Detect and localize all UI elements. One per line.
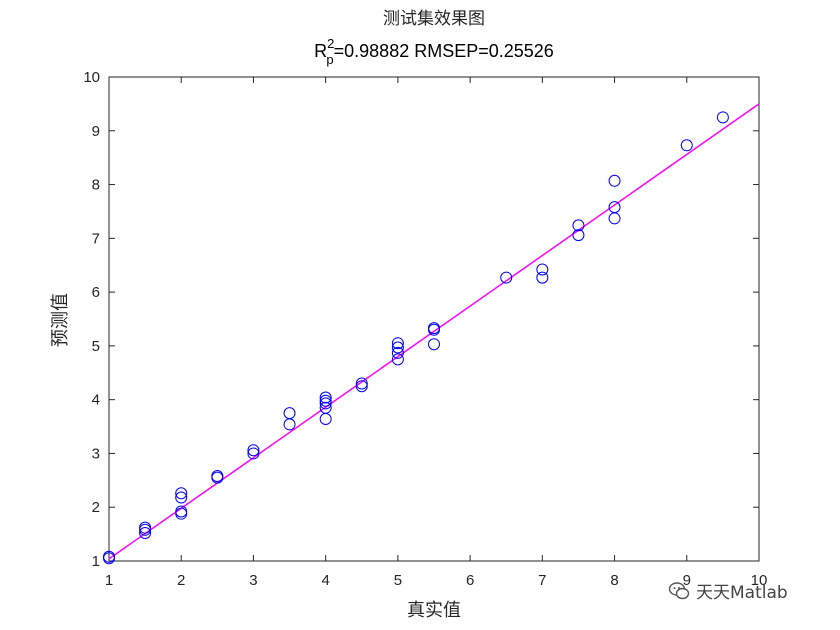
subtitle-r: R	[314, 41, 327, 61]
watermark-text: 天天Matlab	[696, 583, 788, 603]
axis-ticks: 1 2 3 4 5 6 7 8 9 10 1 2 3 4 5 6 7 8 9 10	[83, 69, 767, 589]
x-tick-label: 3	[249, 572, 257, 589]
data-point	[319, 401, 332, 414]
x-tick-label: 8	[610, 572, 618, 589]
y-tick-label: 2	[92, 499, 100, 516]
x-tick-label: 4	[321, 572, 329, 589]
wechat-icon	[668, 581, 690, 599]
data-point	[391, 337, 404, 350]
x-tick-label: 9	[683, 572, 691, 589]
chart-title: 测试集效果图	[383, 9, 485, 29]
y-tick-label: 10	[83, 69, 100, 86]
plot-area: 1 2 3 4 5 6 7 8 9 10 1 2 3 4 5 6 7 8 9 10	[83, 69, 767, 589]
data-point	[391, 353, 404, 366]
data-point	[500, 271, 513, 284]
x-tick-label: 2	[177, 572, 185, 589]
x-tick-label: 6	[466, 572, 474, 589]
data-point	[175, 505, 188, 518]
data-point	[716, 111, 729, 124]
data-point	[391, 346, 404, 359]
data-point	[572, 219, 585, 232]
data-point	[355, 380, 368, 393]
y-tick-label: 5	[92, 338, 100, 355]
data-point	[572, 229, 585, 242]
data-point	[536, 263, 549, 276]
data-point	[247, 447, 260, 460]
y-tick-label: 9	[92, 123, 100, 140]
data-point	[608, 174, 621, 187]
data-points	[103, 111, 729, 565]
data-point	[175, 487, 188, 500]
data-point	[428, 338, 440, 351]
x-tick-label: 1	[105, 572, 113, 589]
subtitle-subscript: p	[326, 52, 333, 67]
watermark: 天天Matlab	[668, 578, 788, 603]
y-tick-label: 3	[92, 445, 100, 462]
chart-subtitle: R2 p=0.98882 RMSEP=0.25526	[314, 36, 554, 67]
x-tick-label: 7	[538, 572, 546, 589]
data-point	[680, 139, 693, 152]
data-point	[283, 407, 296, 420]
x-tick-label: 10	[751, 572, 768, 589]
subtitle-metrics: =0.98882 RMSEP=0.25526	[334, 41, 554, 61]
x-tick-label: 5	[394, 572, 402, 589]
data-point	[103, 550, 115, 563]
y-axis-label: 预测值	[50, 293, 71, 347]
data-point	[428, 322, 440, 335]
y-tick-label: 4	[92, 392, 100, 409]
data-point	[139, 527, 152, 540]
data-point	[391, 341, 404, 354]
y-tick-label: 6	[92, 284, 100, 301]
y-tick-label: 1	[92, 553, 100, 570]
y-tick-label: 7	[92, 230, 100, 247]
data-point	[355, 377, 368, 390]
subtitle-superscript: 2	[327, 36, 334, 51]
y-tick-label: 8	[92, 177, 100, 194]
data-point	[139, 521, 152, 534]
data-point	[536, 271, 549, 284]
data-point	[247, 444, 260, 457]
data-point	[319, 394, 332, 407]
axes-box	[108, 76, 760, 562]
data-point	[175, 491, 188, 504]
data-point	[608, 201, 621, 214]
data-point	[211, 470, 224, 483]
x-axis-label: 真实值	[407, 600, 461, 621]
data-point	[319, 397, 332, 410]
data-point	[319, 391, 332, 404]
